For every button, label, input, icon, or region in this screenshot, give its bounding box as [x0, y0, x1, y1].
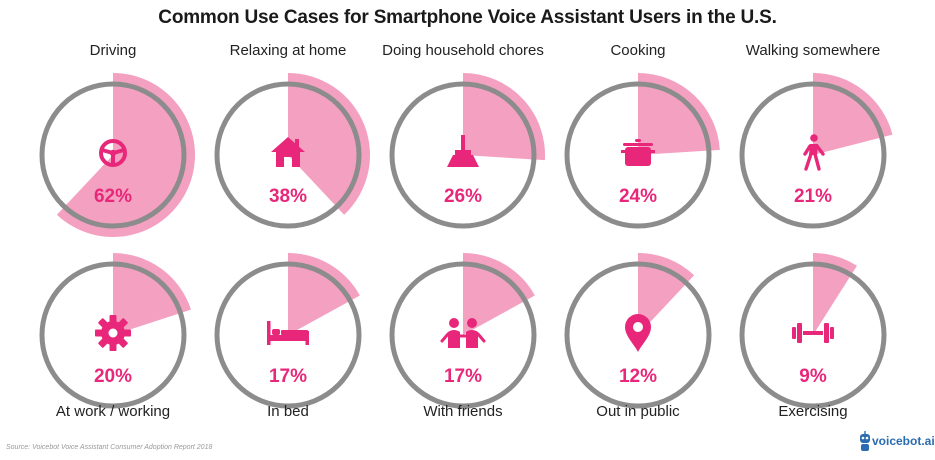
value-wedge: [288, 73, 371, 215]
category-label: Relaxing at home: [230, 42, 347, 59]
value-label: 20%: [94, 366, 132, 387]
friends-icon: [440, 318, 486, 348]
chart-title: Common Use Cases for Smartphone Voice As…: [158, 7, 777, 28]
category-label: Exercising: [778, 403, 847, 420]
use-case-in-bed: 17% In bed: [214, 253, 362, 420]
category-label: Out in public: [596, 403, 680, 420]
value-wedge: [288, 253, 360, 335]
value-wedge: [463, 73, 546, 161]
category-label: In bed: [267, 403, 309, 420]
value-label: 38%: [269, 186, 307, 207]
map-pin-icon: [625, 314, 651, 352]
ring: [389, 81, 537, 229]
use-case-walking-somewhere: 21% Walking somewhere: [739, 42, 893, 229]
ring: [739, 81, 887, 229]
use-case-relaxing-at-home: 38% Relaxing at home: [214, 42, 371, 229]
ring: [214, 81, 362, 229]
dumbbell-icon: [792, 323, 834, 343]
gear-icon: [95, 315, 131, 351]
bed-icon: [267, 321, 309, 345]
brand-name: voicebot.ai: [872, 434, 935, 448]
voicebot-robot-icon: [860, 431, 870, 451]
ring: [389, 261, 537, 409]
value-wedge: [463, 253, 535, 335]
value-wedge: [638, 73, 720, 155]
value-label: 17%: [269, 366, 307, 387]
ring: [739, 261, 887, 409]
source-note: Source: Voicebot Voice Assistant Consume…: [6, 444, 213, 451]
category-label: With friends: [423, 403, 502, 420]
house-icon: [271, 137, 305, 167]
use-case-at-work-working: 20% At work / working: [39, 252, 191, 420]
cooking-pot-icon: [621, 139, 655, 166]
use-case-doing-household-chores: 26% Doing household chores: [382, 42, 546, 229]
category-label: Cooking: [610, 42, 665, 59]
value-label: 17%: [444, 366, 482, 387]
ring: [39, 81, 187, 229]
category-label: Doing household chores: [382, 42, 544, 59]
value-wedge: [113, 252, 191, 335]
value-label: 9%: [799, 366, 827, 387]
value-wedge: [813, 73, 893, 155]
use-case-out-in-public: 12% Out in public: [564, 253, 712, 420]
use-case-with-friends: 17% With friends: [389, 253, 537, 420]
value-label: 26%: [444, 186, 482, 207]
value-label: 62%: [94, 186, 132, 207]
category-label: At work / working: [56, 403, 170, 420]
category-label: Driving: [90, 42, 137, 59]
brand-logo: voicebot.ai: [858, 430, 935, 454]
value-label: 24%: [619, 186, 657, 207]
steering-wheel-icon: [99, 139, 127, 167]
use-case-exercising: 9% Exercising: [739, 253, 887, 420]
use-case-cooking: 24% Cooking: [564, 42, 720, 229]
value-wedge: [638, 253, 695, 335]
walking-person-icon: [803, 134, 825, 171]
broom-icon: [447, 135, 479, 167]
ring: [564, 81, 712, 229]
ring: [39, 261, 187, 409]
ring: [214, 261, 362, 409]
use-case-driving: 62% Driving: [39, 42, 195, 237]
ring: [564, 261, 712, 409]
value-label: 12%: [619, 366, 657, 387]
category-label: Walking somewhere: [746, 42, 881, 59]
value-label: 21%: [794, 186, 832, 207]
